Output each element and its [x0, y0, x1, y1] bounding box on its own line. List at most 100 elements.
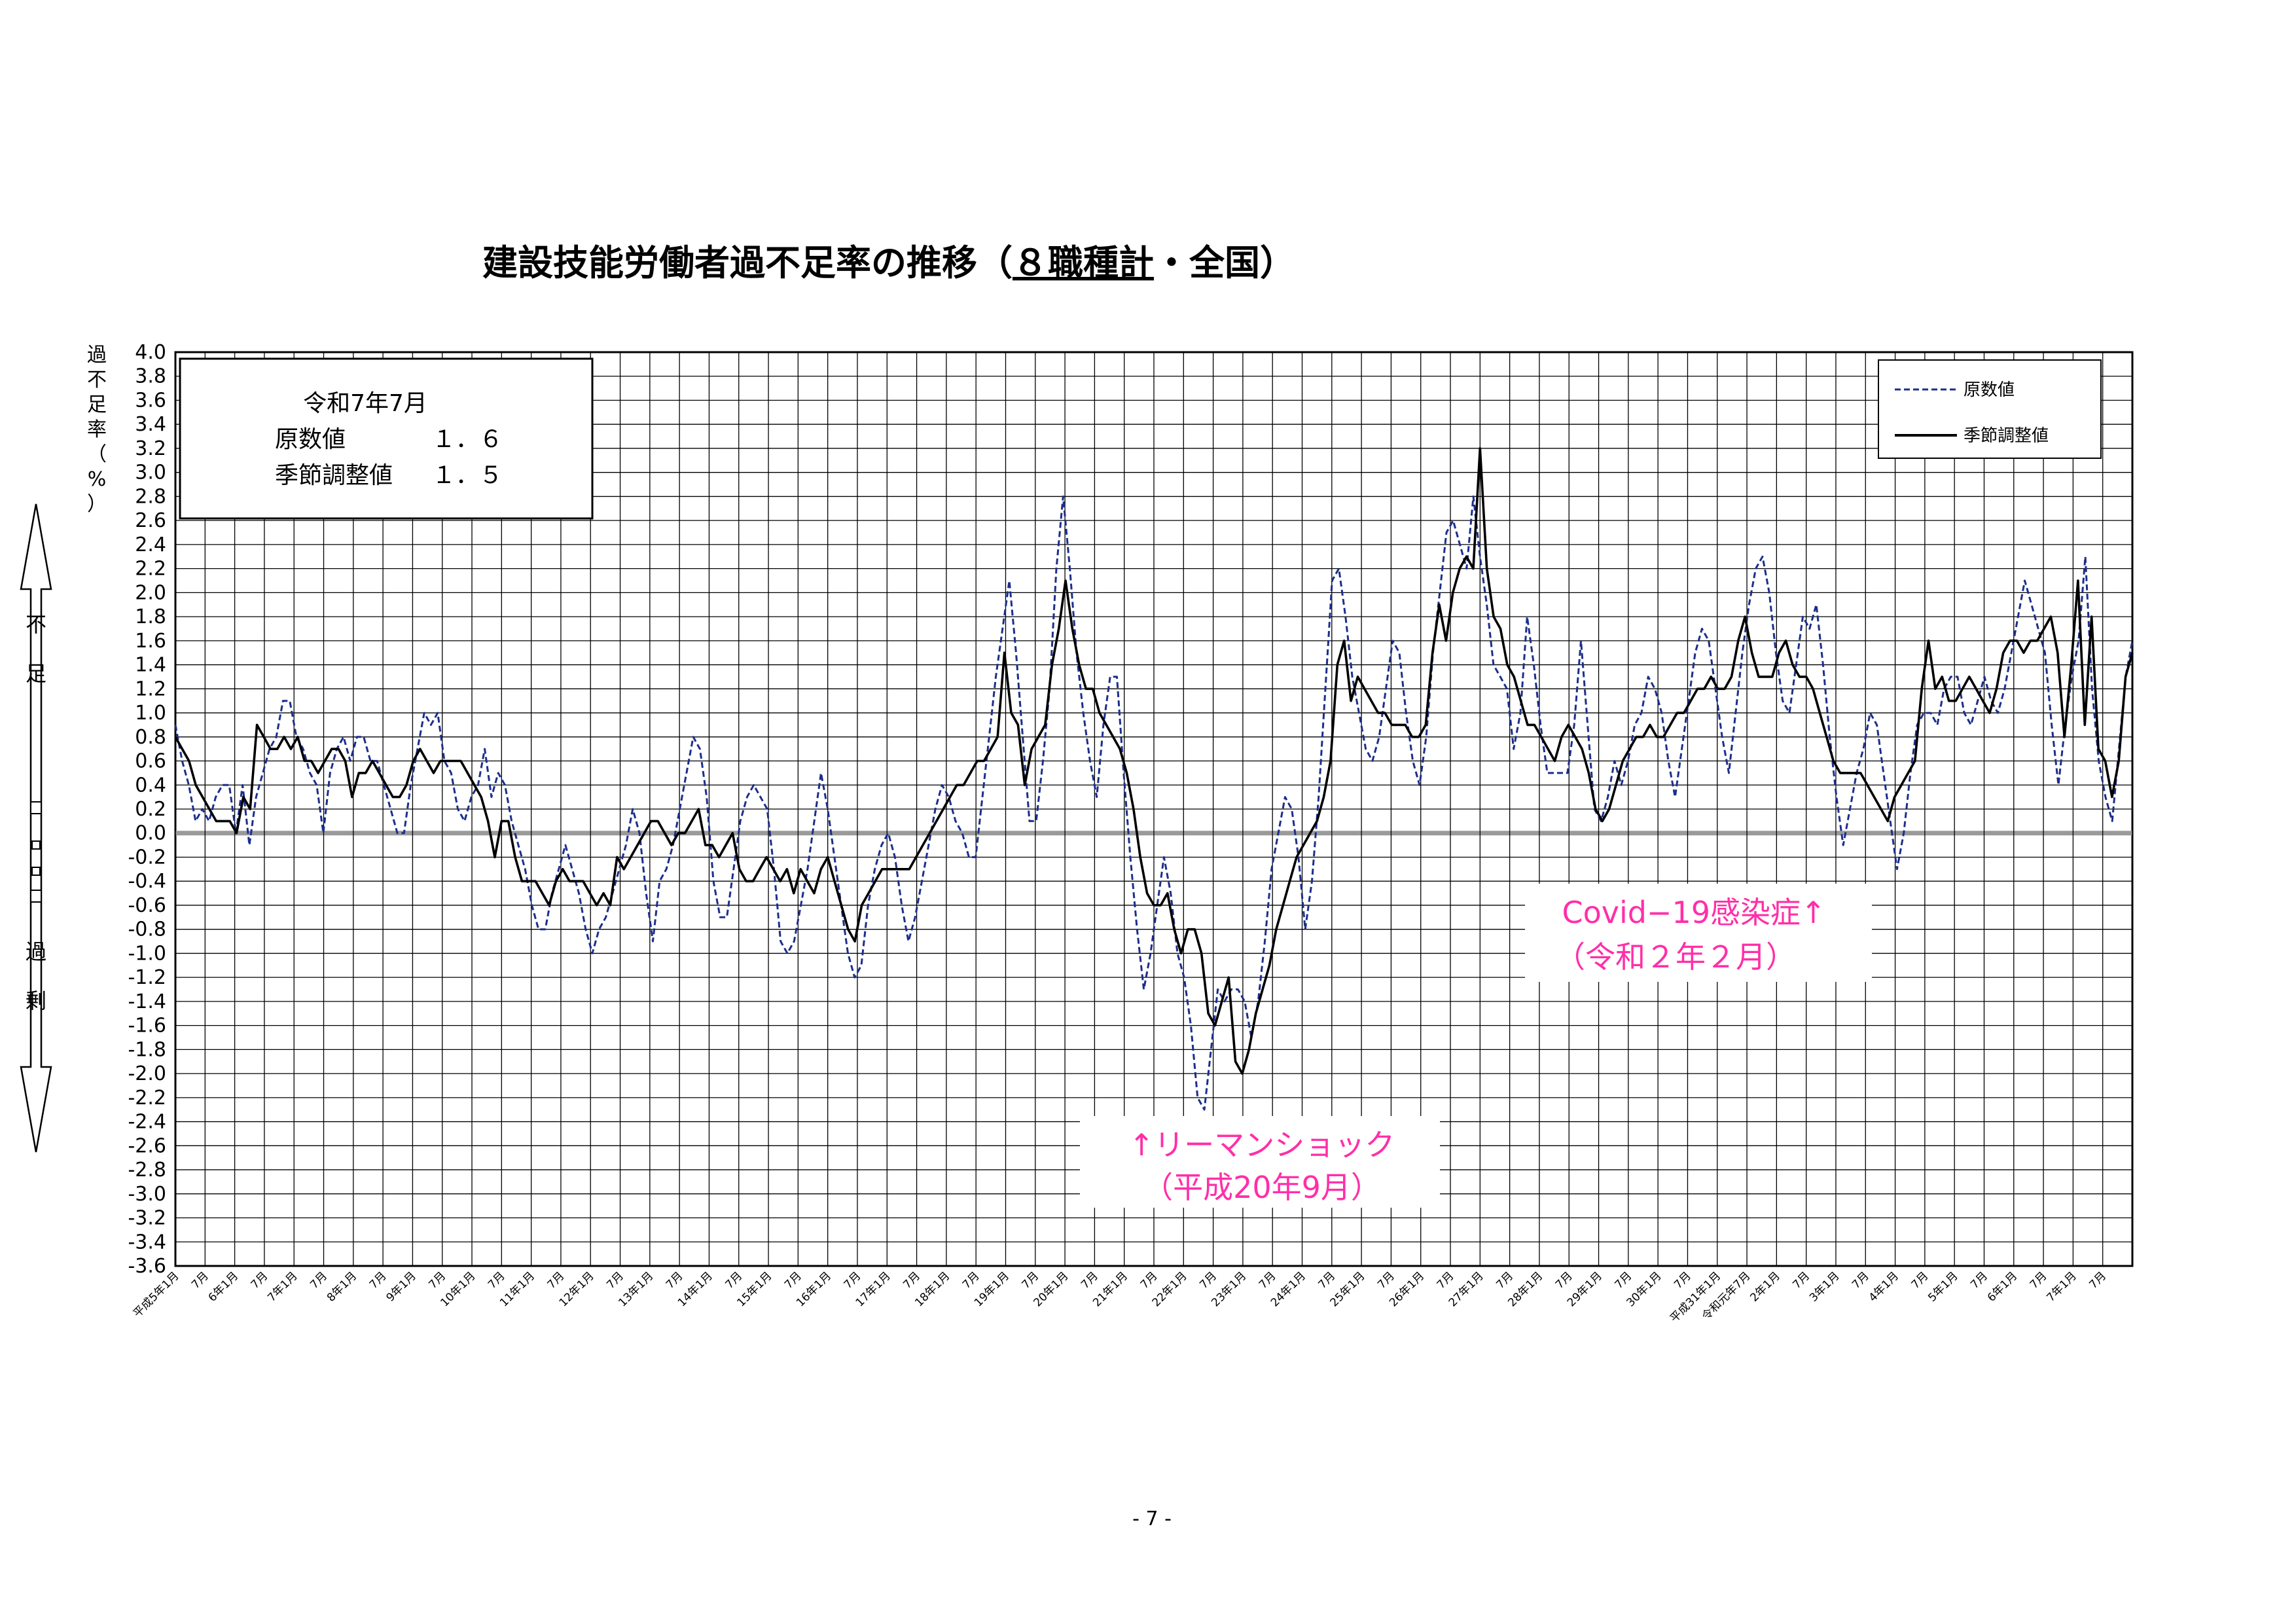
y-tick-label: -1.6: [128, 1015, 166, 1038]
side-box-1: [30, 801, 42, 814]
x-tick-label: 7月: [308, 1269, 330, 1291]
y-tick-label: 1.6: [135, 630, 166, 653]
note-raw-value: １．６: [432, 426, 503, 453]
y-tick-label: -3.0: [128, 1183, 166, 1206]
x-tick-label: 7月: [486, 1269, 508, 1291]
y-tick-label: -0.8: [128, 918, 166, 941]
x-tick-label: 7月: [1672, 1269, 1694, 1291]
x-tick-label: 7月: [1375, 1269, 1397, 1291]
annotation-covid-line2: （令和２年２月）: [1555, 939, 1796, 975]
y-tick-label: -0.4: [128, 870, 166, 893]
side-box-3: [31, 867, 41, 876]
annotation-covid-bg: [1525, 884, 1872, 982]
y-tick-label: 3.4: [135, 413, 166, 436]
x-tick-label: 7月: [1553, 1269, 1575, 1291]
x-tick-label: 7月: [1613, 1269, 1635, 1291]
x-tick-label: 2年1月: [1748, 1269, 1782, 1304]
x-tick-label: 7月: [1020, 1269, 1042, 1291]
annotation-covid-line1: Covid−19感染症↑: [1562, 895, 1825, 930]
y-tick-label: 0.0: [135, 822, 166, 845]
x-tick-label: 7月: [782, 1269, 804, 1291]
page-number: - 7 -: [1132, 1507, 1172, 1530]
y-axis-label-char: ）: [87, 493, 107, 516]
y-tick-label: 2.4: [135, 533, 166, 556]
x-tick-label: 7月: [1138, 1269, 1160, 1291]
y-axis-label-char: 足: [87, 393, 107, 416]
y-tick-label: -2.0: [128, 1062, 166, 1085]
y-tick-label: 0.4: [135, 774, 166, 797]
x-tick-label: 7月: [249, 1269, 271, 1291]
x-tick-label: 3年1月: [1807, 1269, 1842, 1304]
note-seasonal-label: 季節調整値: [275, 462, 393, 489]
series-line-seasonal: [174, 447, 2134, 1075]
chart-title-underlined: ８職種計: [1013, 242, 1154, 283]
x-tick-label: 4年1月: [1867, 1269, 1901, 1304]
note-raw-label: 原数値: [275, 426, 346, 453]
side-box-4: [30, 890, 42, 903]
note-box-frame: [179, 357, 594, 520]
y-tick-label: -2.8: [128, 1159, 166, 1182]
x-tick-label: 7月: [1435, 1269, 1457, 1291]
y-tick-label: -3.2: [128, 1207, 166, 1230]
y-tick-label: -1.8: [128, 1038, 166, 1061]
y-axis-label-char: 過: [87, 344, 107, 367]
y-axis-label-char: 率: [87, 418, 107, 441]
note-box-title: 令和7年7月: [303, 390, 427, 417]
y-tick-label: 1.8: [135, 605, 166, 628]
series-group: [174, 447, 2134, 1111]
x-tick-label: 6年1月: [1985, 1269, 2020, 1304]
shortage-surplus-arrow: 不 足 過 剰: [20, 503, 52, 1153]
y-tick-label: -1.2: [128, 966, 166, 989]
x-tick-label: 7月: [1850, 1269, 1872, 1291]
x-tick-label: 7月: [664, 1269, 686, 1291]
x-tick-label: 7月: [426, 1269, 448, 1291]
note-box: 令和7年7月 原数値 １．６ 季節調整値 １．５: [179, 357, 594, 520]
x-tick-label: 7月: [723, 1269, 745, 1291]
y-tick-label: 2.8: [135, 485, 166, 508]
x-tick-label: 7月: [1968, 1269, 1990, 1291]
y-tick-label: 0.8: [135, 726, 166, 749]
legend-label-seasonal: 季節調整値: [1964, 426, 2049, 446]
y-tick-label: -2.6: [128, 1134, 166, 1157]
x-tick-label: 5年1月: [1926, 1269, 1960, 1304]
x-tick-label: 7月: [1494, 1269, 1516, 1291]
y-tick-label: 3.6: [135, 389, 166, 412]
x-tick-label: 7月: [1790, 1269, 1812, 1291]
x-tick-label: 7月: [1909, 1269, 1931, 1291]
x-tick-label: 7月: [604, 1269, 626, 1291]
x-tick-label: 7月: [2028, 1269, 2050, 1291]
x-tick-label: 7月: [960, 1269, 982, 1291]
x-tick-label: 7月: [2087, 1269, 2109, 1291]
x-tick-label: 6年1月: [206, 1269, 241, 1304]
annotation-lehman-bg: [1080, 1116, 1440, 1208]
chart-title-pre: 建設技能労働者過不足率の推移（: [482, 242, 1013, 283]
side-label-shortage-2: 足: [26, 661, 46, 686]
double-arrow-icon: [20, 503, 52, 1153]
y-tick-label: 4.0: [135, 341, 166, 364]
y-tick-label: -3.6: [128, 1255, 166, 1278]
y-tick-label: 2.6: [135, 509, 166, 532]
annotation-lehman-line1: ↑リーマンショック: [1129, 1127, 1395, 1163]
series-line-raw: [174, 495, 2134, 1111]
legend: 原数値 季節調整値: [1878, 359, 2102, 459]
x-tick-label: 8年1月: [325, 1269, 359, 1304]
x-tick-label: 7月: [1197, 1269, 1219, 1291]
y-tick-label: -3.4: [128, 1231, 166, 1254]
y-tick-label: 1.4: [135, 654, 166, 677]
chart-title-post: ・全国）: [1154, 242, 1295, 283]
x-tick-label: 7月: [189, 1269, 211, 1291]
y-axis-label-char: 不: [87, 369, 107, 391]
annotation-covid: Covid−19感染症↑ （令和２年２月）: [1525, 884, 1872, 982]
y-axis-label-char: %: [88, 468, 107, 491]
y-axis-label-char: （: [87, 443, 107, 466]
y-axis-ticks: -3.6-3.4-3.2-3.0-2.8-2.6-2.4-2.2-2.0-1.8…: [128, 341, 166, 1278]
x-tick-label: 7年1月: [2044, 1269, 2079, 1304]
y-tick-label: -2.4: [128, 1111, 166, 1134]
x-tick-label: 9年1月: [384, 1269, 418, 1304]
y-tick-label: 3.8: [135, 365, 166, 388]
legend-frame: [1878, 359, 2102, 459]
side-box-2: [31, 840, 41, 850]
annotation-lehman-line2: （平成20年9月）: [1143, 1170, 1381, 1205]
